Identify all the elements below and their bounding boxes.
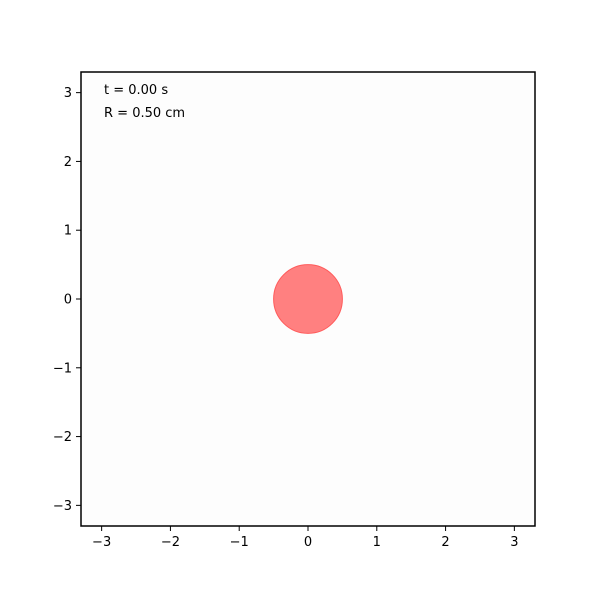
- chart-marks: [273, 264, 343, 334]
- x-tick-label: 2: [441, 535, 449, 550]
- x-tick-label: 0: [304, 535, 312, 550]
- y-tick-label: −1: [53, 361, 72, 376]
- x-tick-label: 1: [373, 535, 381, 550]
- x-tick-label: −1: [230, 535, 249, 550]
- y-tick-label: 0: [64, 293, 72, 308]
- x-tick-label: −2: [161, 535, 180, 550]
- y-axis-ticks: −3 −2 −1 0 1 2 3: [53, 86, 81, 514]
- x-tick-label: −3: [92, 535, 111, 550]
- radius-annotation: R = 0.50 cm: [104, 106, 185, 121]
- plot-area-frame: [80, 71, 536, 527]
- y-tick-label: 3: [64, 86, 72, 101]
- y-tick-label: −2: [53, 430, 72, 445]
- x-tick-label: 3: [510, 535, 518, 550]
- y-tick-label: 2: [64, 155, 72, 170]
- y-tick-label: −3: [53, 499, 72, 514]
- y-tick-label: 1: [64, 224, 72, 239]
- x-axis-ticks: −3 −2 −1 0 1 2 3: [92, 526, 519, 550]
- particle-circle: [273, 264, 343, 334]
- time-annotation: t = 0.00 s: [104, 83, 168, 98]
